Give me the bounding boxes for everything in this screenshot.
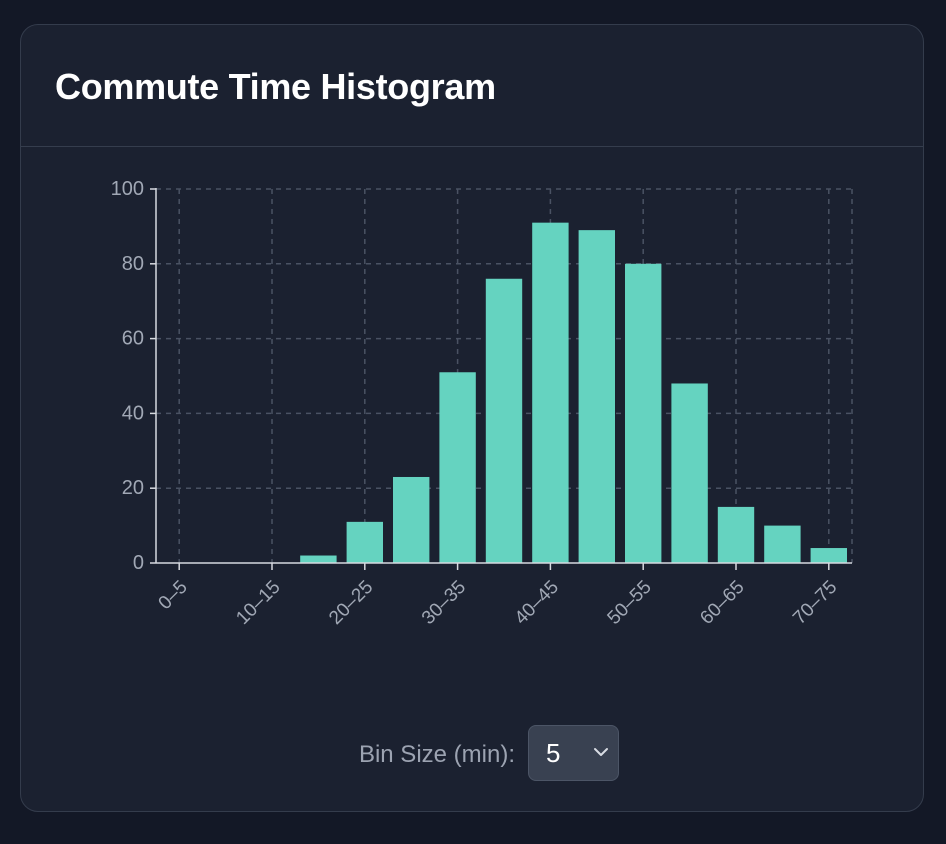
histogram-card: Commute Time Histogram 0 20 40 60 80 100 0–5 1… xyxy=(20,24,924,812)
histogram-bar xyxy=(671,383,708,563)
histogram-bar xyxy=(810,548,847,563)
chevron-down-icon xyxy=(594,748,608,756)
x-tick-label: 10–15 xyxy=(232,577,284,629)
histogram-bar xyxy=(578,230,615,563)
bin-size-value: 5 xyxy=(546,738,561,768)
y-tick-labels: 0 20 40 60 80 100 xyxy=(111,178,144,574)
y-tick-label: 0 xyxy=(133,552,144,574)
y-tick-label: 40 xyxy=(122,402,144,424)
histogram-bar xyxy=(485,278,523,563)
y-tick-label: 80 xyxy=(122,253,144,275)
histogram-bar xyxy=(439,372,476,563)
grid-layer xyxy=(156,188,853,563)
histogram-bar xyxy=(393,476,430,563)
y-tick-label: 60 xyxy=(122,328,144,350)
histogram-bar xyxy=(346,521,383,563)
y-tick-label: 20 xyxy=(122,477,144,499)
bar-layer xyxy=(300,222,847,563)
y-tick-label: 100 xyxy=(111,178,144,200)
card-header: Commute Time Histogram xyxy=(21,25,923,147)
bin-size-select[interactable]: 5 xyxy=(528,725,619,781)
x-tick-label: 20–25 xyxy=(325,577,377,629)
histogram-bar xyxy=(764,525,801,563)
bin-size-control: Bin Size (min): 5 xyxy=(21,725,923,781)
histogram-bar xyxy=(717,506,755,563)
x-tick-label: 30–35 xyxy=(418,577,470,629)
x-tick-label: 40–45 xyxy=(511,577,563,629)
histogram-bar xyxy=(625,263,662,563)
x-tick-label: 60–65 xyxy=(696,577,748,629)
histogram-bar xyxy=(532,222,569,563)
card-title: Commute Time Histogram xyxy=(55,66,496,107)
axis-layer xyxy=(150,188,852,570)
x-tick-label: 70–75 xyxy=(789,577,841,629)
x-tick-labels: 0–5 10–15 20–25 30–35 40–45 50–55 60–65 70–75 xyxy=(155,577,842,629)
bin-size-label: Bin Size (min): xyxy=(358,741,515,768)
x-tick-label: 0–5 xyxy=(155,577,192,614)
histogram-bar xyxy=(300,555,337,563)
histogram-chart: 0 20 40 60 80 100 0–5 10–15 20–25 30–35 40–45 50–5… xyxy=(111,178,853,629)
x-tick-label: 50–55 xyxy=(604,577,656,629)
